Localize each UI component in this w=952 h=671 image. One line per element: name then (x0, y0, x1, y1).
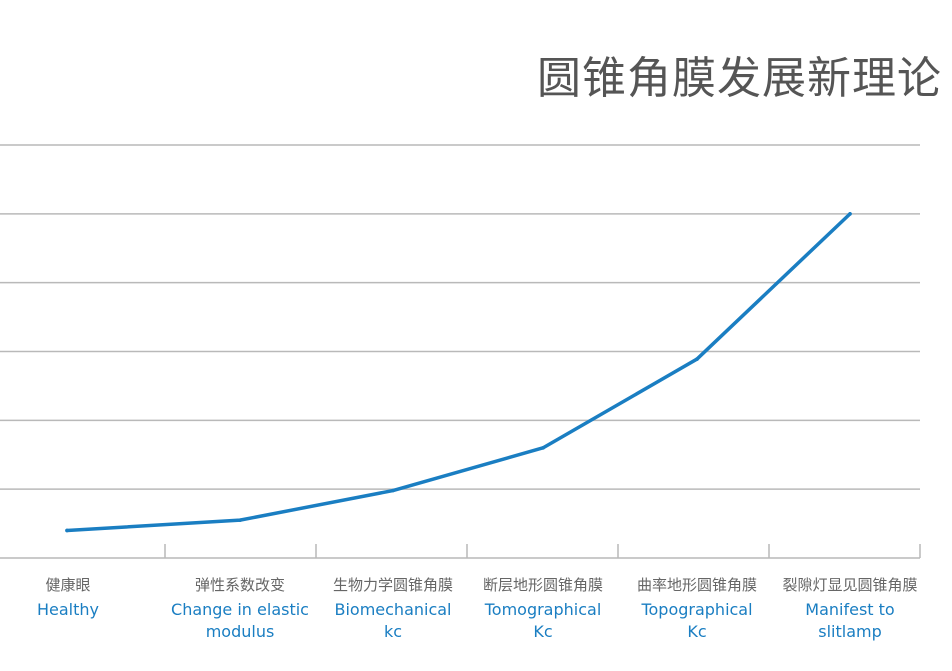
x-tick-label: 弹性系数改变 Change in elastic modulus (164, 574, 316, 643)
chart-title: 圆锥角膜发展新理论 (537, 53, 942, 104)
data-point (391, 488, 395, 493)
category-label-en: Healthy (36, 600, 99, 619)
data-point (65, 528, 69, 533)
x-tick-label: 裂隙灯显见圆锥角膜 Manifest to slitlamp (774, 574, 926, 643)
category-label-cn: 断层地形圆锥角膜 (482, 576, 603, 594)
category-label-en: Topographical Kc (641, 600, 753, 641)
x-tick-label: 曲率地形圆锥角膜 Topographical Kc (621, 574, 773, 643)
series-line (65, 212, 852, 533)
category-label-cn: 裂隙灯显见圆锥角膜 (782, 576, 918, 594)
data-point (695, 357, 699, 361)
x-tick-label: 健康眼 Healthy (0, 574, 144, 621)
category-label-cn: 生物力学圆锥角膜 (332, 576, 453, 594)
category-label-en: Tomographical Kc (484, 600, 602, 641)
category-label-cn: 曲率地形圆锥角膜 (636, 576, 757, 594)
data-point (848, 212, 852, 216)
category-label-cn: 健康眼 (45, 576, 91, 594)
category-label-en: Manifest to slitlamp (805, 600, 895, 641)
data-point (541, 446, 545, 450)
data-point (238, 518, 242, 522)
category-label-en: Biomechanical kc (334, 600, 452, 641)
category-label-en: Change in elastic modulus (171, 600, 309, 641)
category-label-cn: 弹性系数改变 (194, 576, 285, 594)
x-tick-label: 生物力学圆锥角膜 Biomechanical kc (317, 574, 469, 643)
x-tick-label: 断层地形圆锥角膜 Tomographical Kc (467, 574, 619, 643)
